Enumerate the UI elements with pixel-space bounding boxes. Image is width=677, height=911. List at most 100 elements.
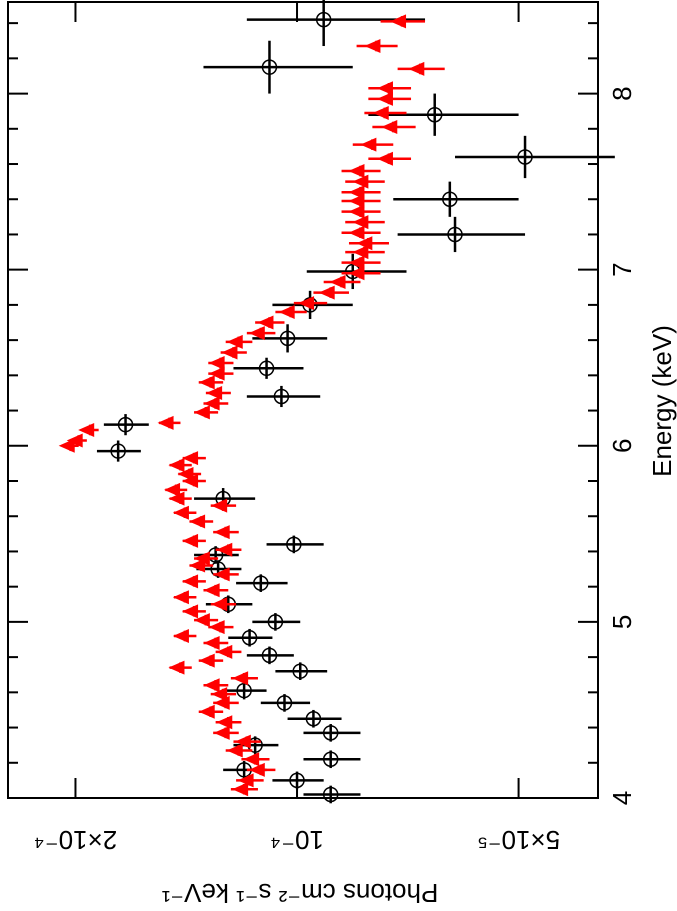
data-point	[237, 773, 254, 788]
data-point	[261, 647, 278, 664]
data-point	[356, 236, 373, 251]
data-point	[442, 191, 458, 207]
data-point	[241, 629, 258, 646]
data-point	[298, 296, 315, 311]
data-point	[348, 204, 365, 219]
data-point	[172, 628, 189, 643]
data-point	[243, 752, 260, 767]
data-point	[329, 275, 346, 290]
data-point	[168, 491, 185, 506]
data-point	[364, 39, 381, 54]
data-point	[213, 725, 230, 740]
data-point	[248, 762, 265, 777]
data-point	[315, 11, 332, 28]
data-point	[360, 137, 377, 152]
data-point	[203, 678, 220, 693]
data-point	[157, 415, 174, 430]
data-point	[172, 505, 189, 520]
data-point	[267, 614, 284, 630]
data-point	[292, 663, 308, 679]
data-point	[193, 613, 210, 628]
data-point	[352, 245, 369, 260]
data-point	[348, 194, 365, 208]
data-point	[322, 786, 339, 803]
data-point	[517, 149, 533, 165]
data-point	[248, 326, 265, 341]
data-point	[182, 451, 199, 466]
data-point	[286, 536, 302, 553]
data-point	[203, 396, 220, 411]
data-point	[381, 120, 398, 135]
data-point	[408, 61, 425, 76]
data-point	[352, 174, 369, 189]
x-tick-label: 8	[607, 86, 637, 100]
data-point	[236, 682, 252, 699]
x-tick-label: 6	[607, 439, 637, 453]
data-point	[305, 711, 322, 727]
data-point	[203, 636, 220, 651]
data-point	[261, 59, 278, 75]
data-point	[213, 525, 230, 540]
data-point	[279, 330, 296, 347]
data-point	[211, 498, 228, 513]
data-point	[322, 751, 339, 768]
data-point	[216, 644, 233, 659]
data-point	[276, 695, 293, 711]
data-point	[168, 660, 185, 675]
data-point	[189, 558, 206, 573]
y-tick-label: 10⁻⁴	[270, 825, 324, 855]
data-point	[221, 345, 238, 360]
data-point	[172, 590, 189, 605]
data-point	[216, 715, 233, 730]
data-point	[193, 551, 210, 566]
data-point	[198, 375, 215, 390]
data-point	[348, 185, 365, 200]
data-point	[232, 671, 249, 686]
data-point	[110, 443, 126, 459]
data-point	[216, 542, 233, 557]
data-point	[182, 474, 199, 489]
data-point	[168, 458, 185, 473]
data-point	[278, 304, 295, 319]
data-point	[447, 226, 463, 243]
data-point	[348, 266, 365, 281]
data-point	[198, 653, 215, 668]
data-point	[273, 388, 290, 405]
data-point	[193, 405, 210, 420]
data-point	[208, 356, 225, 371]
data-point	[211, 597, 228, 612]
data-point	[164, 482, 181, 497]
data-point	[189, 514, 206, 529]
data-point	[232, 782, 249, 797]
data-point	[253, 575, 269, 591]
data-point	[318, 285, 335, 300]
data-point	[257, 315, 274, 330]
data-point	[348, 255, 365, 270]
data-point	[352, 215, 369, 230]
data-point	[213, 567, 230, 582]
data-point	[66, 433, 83, 448]
data-point	[348, 225, 365, 240]
data-point	[226, 743, 243, 758]
plot-frame	[7, 1, 599, 799]
data-point	[177, 466, 194, 481]
data-point	[390, 14, 407, 29]
data-point	[208, 366, 225, 381]
y-tick-label: 5×10⁻⁵	[477, 825, 560, 855]
data-point	[258, 360, 275, 377]
data-point	[348, 164, 365, 179]
data-point	[372, 105, 389, 120]
data-point	[203, 583, 220, 598]
data-point	[322, 725, 339, 741]
data-point	[376, 151, 393, 166]
data-point	[182, 604, 199, 619]
data-point	[182, 533, 199, 548]
x-tick-label: 4	[607, 791, 637, 805]
x-axis-label: Energy (keV)	[647, 325, 677, 477]
data-point	[226, 334, 243, 349]
data-point	[289, 772, 305, 789]
data-point	[211, 687, 228, 702]
rotated-plot: Energy (keV) Photons cm⁻² s⁻¹ keV⁻¹ 4 5 6 7…	[7, 0, 677, 908]
x-tick-label: 7	[607, 262, 637, 276]
